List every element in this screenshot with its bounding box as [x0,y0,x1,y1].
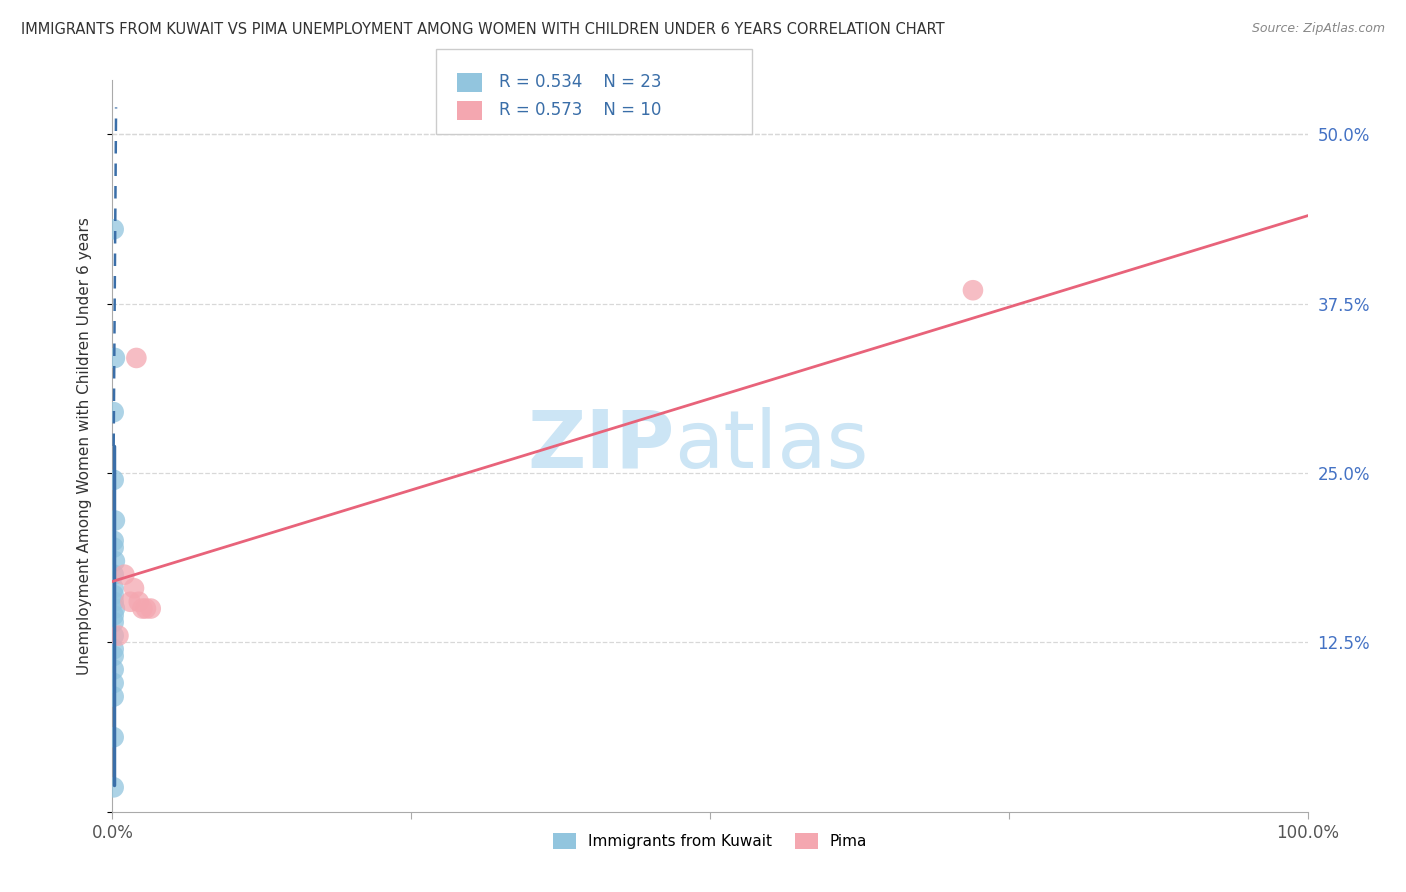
Point [122,581,145,595]
Point [104,601,127,615]
Point [114,567,135,582]
Point [103,405,125,419]
Point [139,601,162,615]
Point [103,690,125,704]
Point [103,588,125,602]
Point [103,581,125,595]
Point [107,629,129,643]
Point [125,351,148,365]
Point [103,663,125,677]
Point [104,351,127,365]
Point [135,601,157,615]
Point [104,514,127,528]
Text: R = 0.534    N = 23: R = 0.534 N = 23 [499,73,662,91]
Point [103,676,125,690]
Text: Source: ZipAtlas.com: Source: ZipAtlas.com [1251,22,1385,36]
Point [103,642,125,657]
Text: R = 0.573    N = 10: R = 0.573 N = 10 [499,102,661,120]
Point [103,222,125,236]
Point [103,533,125,548]
Point [103,780,125,795]
Point [103,629,125,643]
Point [103,648,125,663]
Point [131,601,153,615]
Text: IMMIGRANTS FROM KUWAIT VS PIMA UNEMPLOYMENT AMONG WOMEN WITH CHILDREN UNDER 6 YE: IMMIGRANTS FROM KUWAIT VS PIMA UNEMPLOYM… [21,22,945,37]
Point [128,595,150,609]
Point [103,595,125,609]
Text: ZIP: ZIP [527,407,675,485]
Point [103,541,125,555]
Text: atlas: atlas [675,407,869,485]
Point [103,615,125,629]
Point [962,283,984,297]
Point [103,730,125,744]
Point [103,567,125,582]
Legend: Immigrants from Kuwait, Pima: Immigrants from Kuwait, Pima [547,827,873,855]
Point [104,554,127,568]
Point [103,473,125,487]
Point [120,595,142,609]
Point [103,608,125,623]
Y-axis label: Unemployment Among Women with Children Under 6 years: Unemployment Among Women with Children U… [77,217,91,675]
